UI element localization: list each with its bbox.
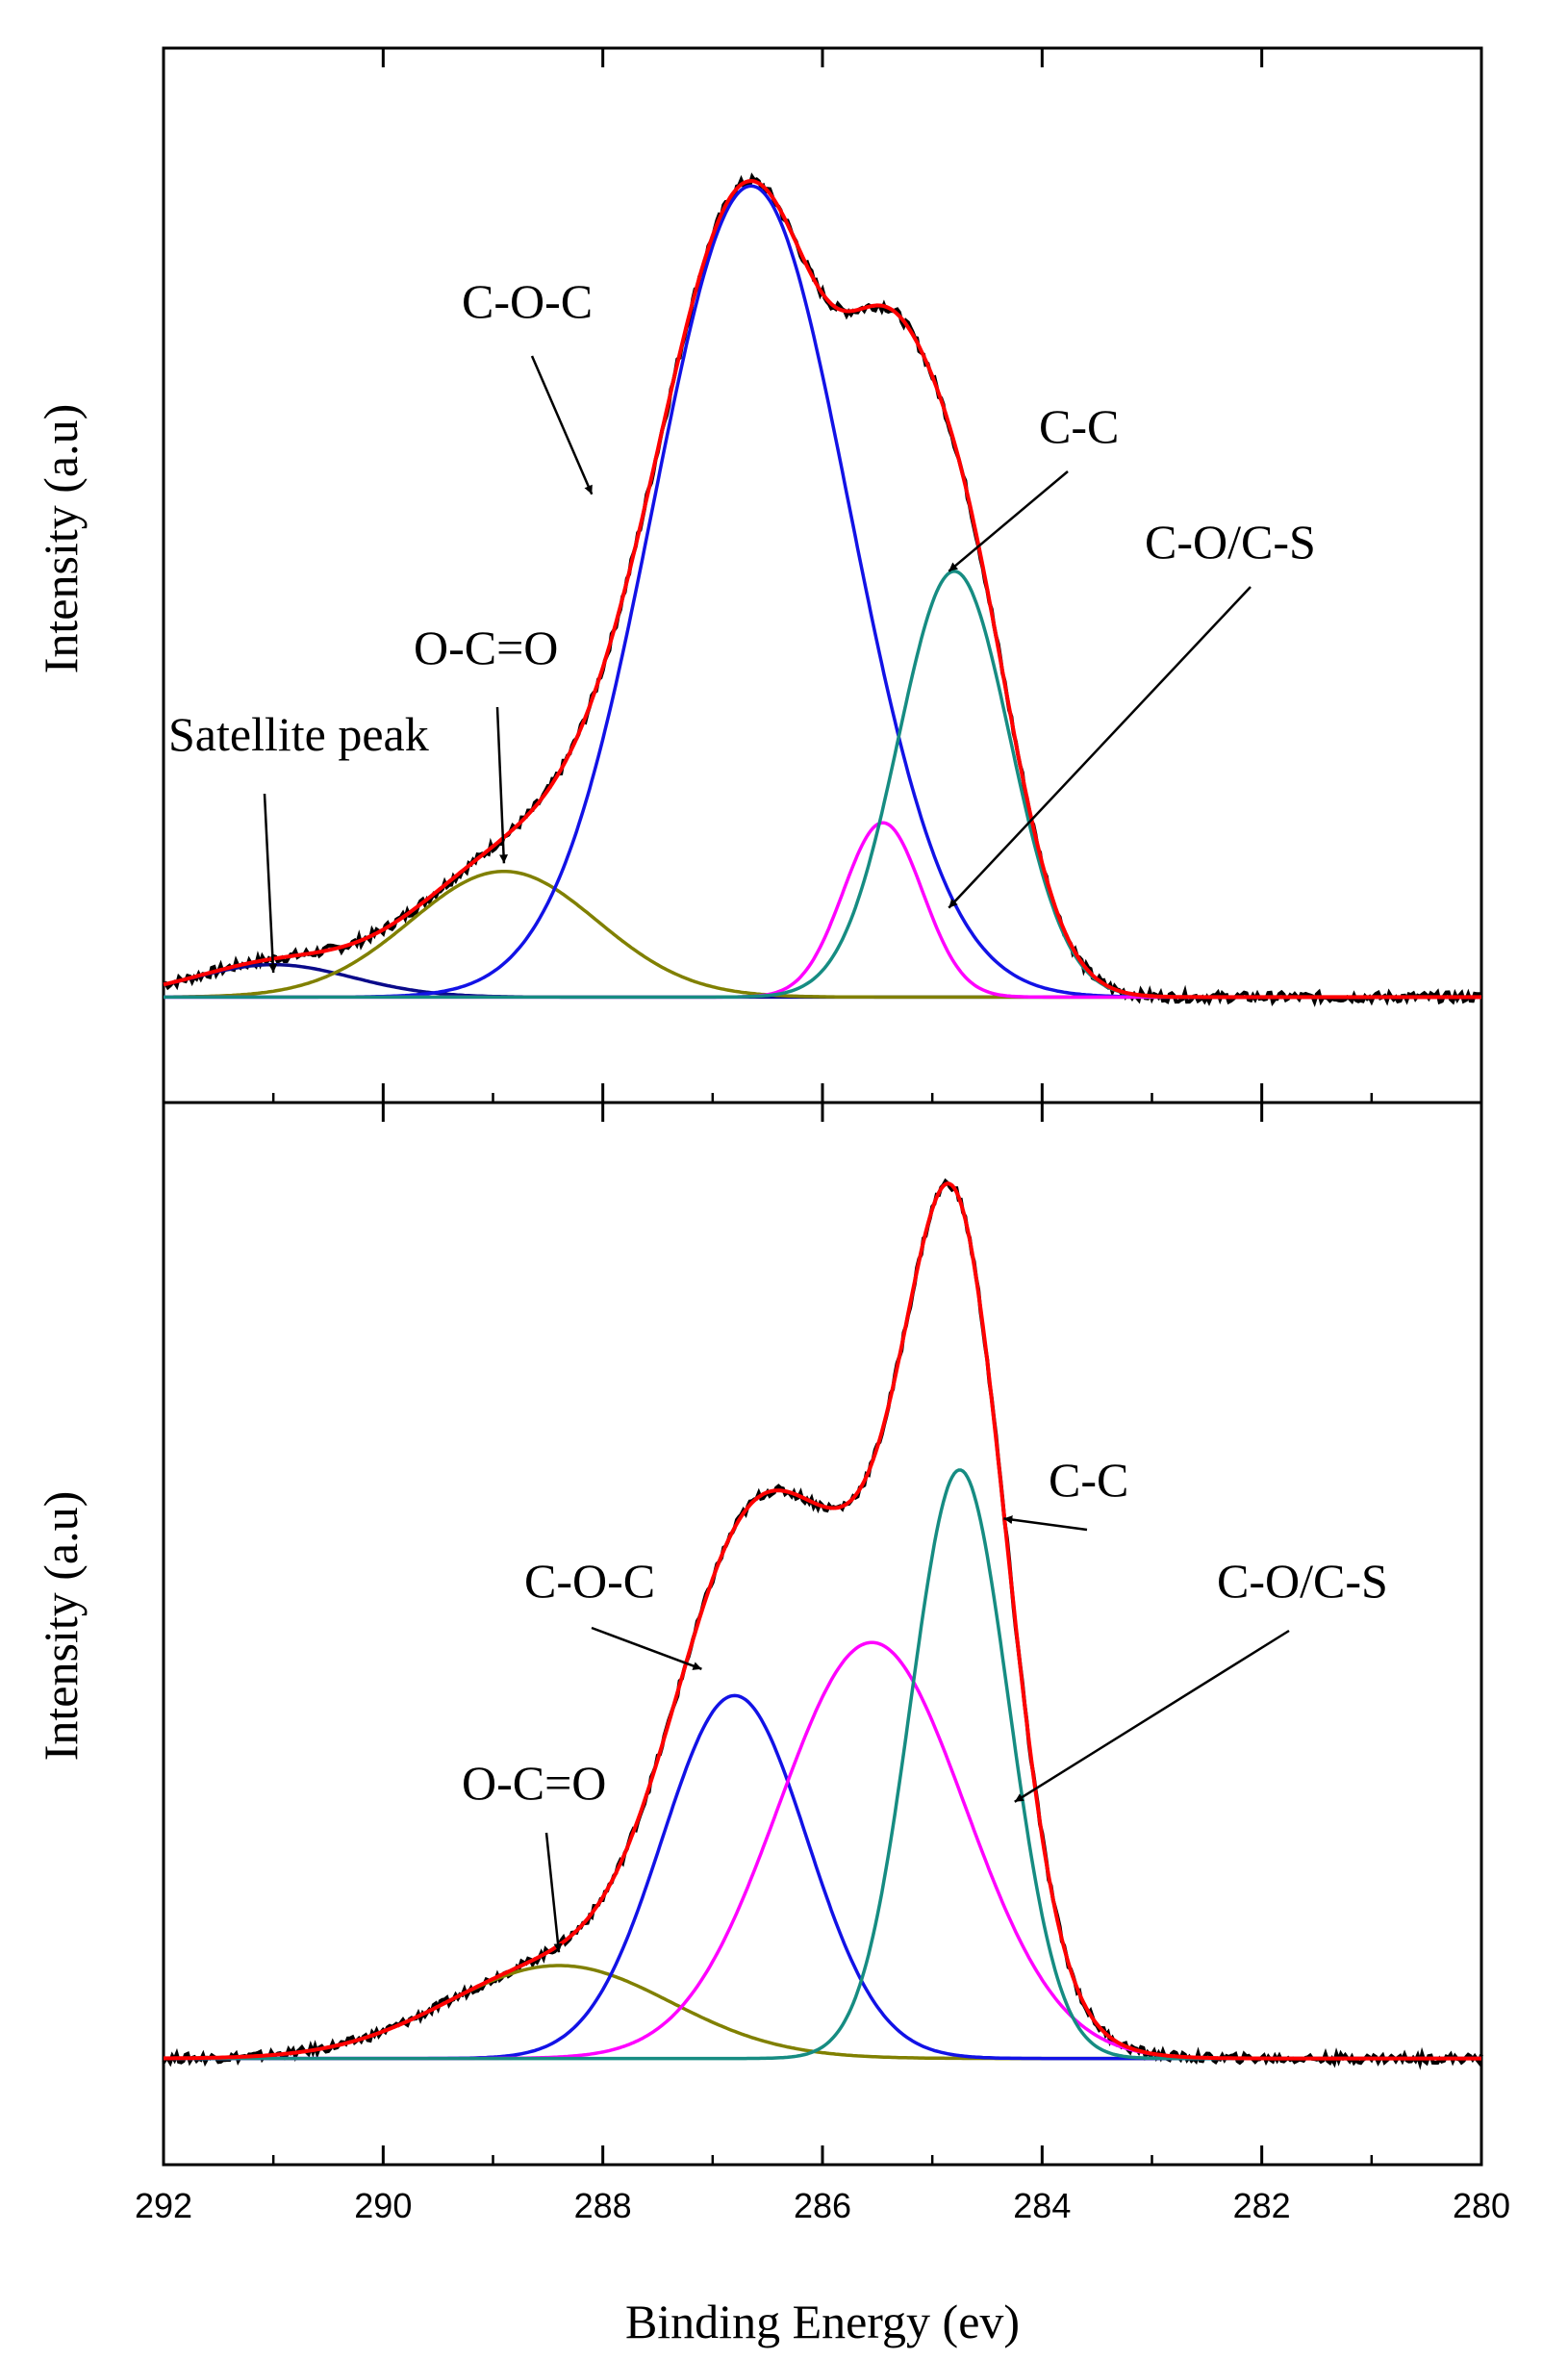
bottom-annotation-arrow [1003,1515,1088,1532]
bottom-annotation-label: O-C=O [462,1756,606,1810]
bottom-annotation-arrow [544,1832,563,1953]
top-annotation-arrow [263,793,278,974]
top-peak-cc [164,570,1481,1000]
top-annotation-label: O-C=O [414,621,558,674]
top-curves [163,172,1483,1007]
top-annotation-label: C-C [1039,399,1119,453]
x-tick-label: 290 [354,2186,412,2225]
x-axis-title: Binding Energy (ev) [625,2295,1020,2348]
top-annotation-arrow [948,470,1069,572]
top-panel: Satellite peak O-C=O C-O-C C-C C-O/C-S Inten… [34,46,1483,1104]
top-x-ticks [162,48,1483,1103]
bottom-y-axis-title: Intensity (a.u) [34,1491,88,1761]
top-annotation-label: C-O-C [462,274,593,328]
top-fit-envelope [163,179,1481,1000]
bottom-peak-cocs [164,1640,1481,2061]
bottom-x-ticks: 292 290 288 286 284 282 280 [135,1103,1510,2225]
bottom-annotation-arrow [1014,1629,1290,1803]
bottom-annotation-label: C-O/C-S [1217,1554,1388,1608]
bottom-experimental-curve [162,1178,1483,2070]
x-tick-label: 292 [135,2186,192,2225]
bottom-peak-ocoo [164,1964,1481,2061]
top-annotation-label: Satellite peak [168,707,429,761]
top-peak-coc [164,184,1481,1000]
top-annotation-arrow [495,706,509,864]
top-annotation-label: C-O/C-S [1145,515,1316,569]
bottom-fit-envelope [164,1181,1481,2061]
x-tick-label: 284 [1013,2186,1071,2225]
bottom-annotations: O-C=O C-O-C C-C C-O/C-S [462,1453,1388,1953]
top-y-axis-title: Intensity (a.u) [34,404,88,673]
bottom-panel: 292 290 288 286 284 282 280 O-C=O C-O-C C-C C-O/C… [34,1101,1510,2348]
bottom-curves [162,1178,1483,2070]
bottom-annotation-label: C-O-C [524,1554,655,1608]
top-annotation-arrow [948,586,1252,909]
bottom-peak-coc [164,1693,1481,2061]
bottom-annotation-arrow [591,1626,702,1670]
x-tick-label: 282 [1233,2186,1291,2225]
top-annotations: Satellite peak O-C=O C-O-C C-C C-O/C-S [168,274,1316,974]
x-tick-label: 286 [794,2186,851,2225]
top-annotation-arrow [530,355,594,495]
x-tick-label: 280 [1453,2186,1510,2225]
x-tick-label: 288 [574,2186,632,2225]
top-experimental-curve [163,172,1483,1007]
bottom-annotation-label: C-C [1049,1453,1128,1507]
